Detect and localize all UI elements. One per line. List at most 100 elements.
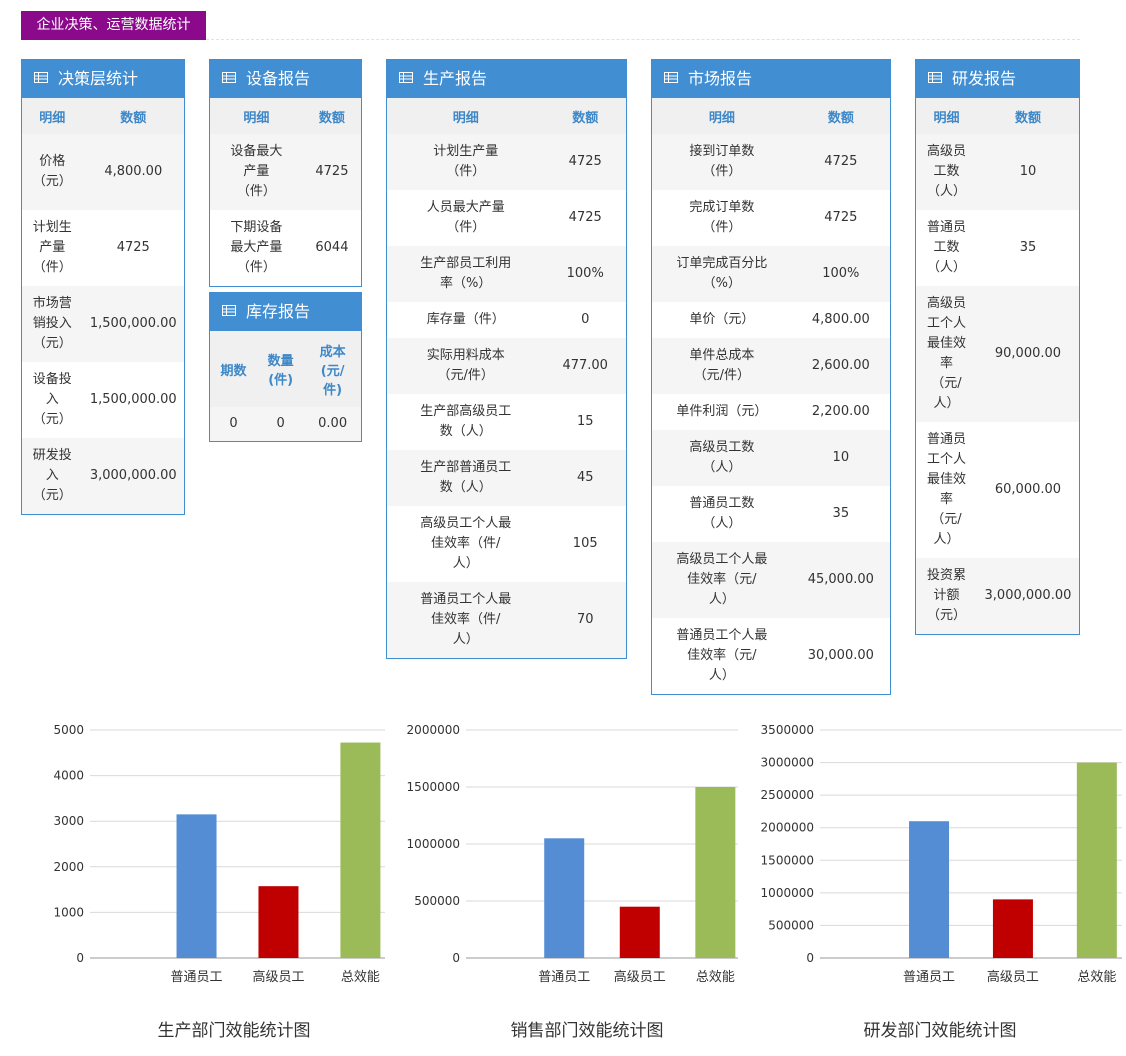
table-row: 高级员 工个人 最佳效率（元/人） 90,000.00 — [916, 286, 1079, 422]
y-tick-label: 0 — [806, 951, 814, 965]
table-row: 市场营 销投入 （元） 1,500,000.00 — [22, 286, 184, 362]
table-row: 人员最大产量 （件） 4725 — [387, 190, 626, 246]
x-tick-label: 高级员工 — [614, 969, 666, 985]
row-value: 10 — [791, 430, 890, 486]
table-row: 单件总成本 （元/件） 2,600.00 — [652, 338, 890, 394]
table-row: 高级员工个人最 佳效率（件/人） 105 — [387, 506, 626, 582]
y-tick-label: 3500000 — [761, 723, 814, 737]
row-value: 4,800.00 — [811, 312, 870, 327]
row-label: 完成订单数 （件） — [689, 200, 755, 235]
row-label: 人员最大产量 （件） — [426, 200, 505, 235]
table-header-row: 明细 数额 — [387, 98, 626, 134]
row-label: 投资累 计额 （元） — [916, 558, 977, 634]
row-value: 10 — [976, 134, 1079, 210]
table-row: 完成订单数 （件） 4725 — [652, 190, 890, 246]
row-label: 单价（元） — [689, 312, 755, 327]
row-label: 普通员工个人最 佳效率（件/人） — [387, 582, 545, 658]
row-value: 2,600.00 — [791, 338, 890, 394]
report-table: 明细 数额 高级员 工数 （人） 10 普通员 工数 （人） 35 高级员 工个人 最佳效率（元/人） 9… — [916, 98, 1079, 634]
table-row: 库存量（件） 0 — [387, 302, 626, 338]
chart-sales-efficiency: 0 500000 1000000 1500000 2000000 普通员工 高级员工 总效能 — [407, 723, 738, 985]
row-label: 高级员工个人最佳效率（元/人） — [652, 542, 792, 618]
panel-equipment-report: 设备报告 明细 数额 设备最大 产量 （件） 4725 下期设备 最大产量 （件） 6044 — [209, 59, 362, 287]
panel-header: 市场报告 — [652, 60, 890, 98]
row-value: 3,000,000.00 — [82, 438, 184, 514]
panel-header: 库存报告 — [210, 293, 361, 331]
table-row: 普通员工数（人） 35 — [652, 486, 890, 542]
panel-title: 市场报告 — [688, 69, 753, 88]
column-header: 明细 — [387, 98, 545, 134]
table-row: 普通员 工个人 最佳效率（元/人） 60,000.00 — [916, 422, 1079, 558]
table-row: 高级员工数（人）10 — [916, 134, 1079, 210]
column-header: 数量 (件) — [257, 331, 305, 407]
bar-1 — [909, 821, 950, 958]
chart-title-rd: 研发部门效能统计图 — [863, 1021, 1017, 1041]
table-header-row: 明细 数额 — [916, 98, 1079, 134]
row-value: 4725 — [791, 134, 890, 190]
x-tick-label: 普通员工 — [538, 970, 590, 985]
row-value: 1,500,000.00 — [89, 392, 177, 407]
bar-2 — [619, 906, 660, 958]
row-label: 计划生产量（件） — [387, 134, 545, 190]
panel-header: 设备报告 — [210, 60, 361, 98]
row-label: 订单完成百分比 （%） — [652, 246, 792, 302]
row-value: 45 — [544, 450, 626, 506]
y-tick-label: 500000 — [414, 894, 460, 908]
row-label: 高级员工个人最佳效率（元/人） — [916, 286, 977, 422]
row-label: 设备投入（元） — [32, 372, 72, 427]
row-value: 477.00 — [544, 338, 626, 394]
column-header: 数额 — [302, 98, 361, 134]
table-row: 单件利润（元） 2,200.00 — [652, 394, 890, 430]
row-label: 普通员工个人最佳效率（元/人） — [676, 628, 768, 683]
row-label: 研发投入（元） — [22, 438, 83, 514]
chart-title-sales: 销售部门效能统计图 — [510, 1021, 664, 1041]
row-label: 生产部员工利用 率（%） — [387, 246, 545, 302]
table-row: 生产部高级员工 数（人） 15 — [387, 394, 626, 450]
column-header: 期数 — [210, 331, 258, 407]
bar-3 — [1076, 762, 1117, 958]
row-value: 100% — [791, 246, 890, 302]
table-row: 实际用料成本 （元/件） 477.00 — [387, 338, 626, 394]
report-table: 明细 数额 接到订单数 （件） 4725 完成订单数 （件） 4725 订单完成百分比 （%） 10… — [652, 98, 890, 694]
x-tick-label: 高级员工 — [252, 969, 304, 985]
y-tick-label: 2000000 — [407, 723, 460, 737]
table-header-row: 期数 数量 (件) 成本 (元/件) — [210, 331, 361, 407]
y-tick-label: 2500000 — [761, 788, 814, 802]
x-tick-label: 总效能 — [696, 970, 735, 985]
page-title-tag: 企业决策、运营数据统计 — [21, 11, 206, 40]
row-label: 价格 （元） — [22, 134, 83, 210]
row-label: 市场营 销投入 （元） — [22, 286, 83, 362]
table-row: 0 0 0.00 — [210, 407, 361, 441]
row-label: 计划生产量（件） — [32, 220, 72, 275]
table-icon — [222, 293, 236, 330]
row-label: 生产部高级员工 数（人） — [420, 404, 512, 439]
table-icon — [928, 60, 942, 97]
row-value: 4725 — [568, 210, 602, 225]
panel-inventory-report: 库存报告 期数 数量 (件) 成本 (元/件) 0 0 0.00 — [209, 292, 362, 442]
table-row: 普通员工个人最 佳效率（元/人） 30,000.00 — [652, 618, 890, 694]
table-icon — [222, 60, 236, 97]
bar-1 — [544, 838, 585, 958]
column-header: 数额 — [791, 98, 890, 134]
table-row: 生产部员工利用 率（%） 100% — [387, 246, 626, 302]
column-header: 明细 — [210, 98, 303, 134]
row-label: 接到订单数 （件） — [652, 134, 792, 190]
row-value: 4725 — [302, 134, 361, 210]
report-table: 期数 数量 (件) 成本 (元/件) 0 0 0.00 — [210, 331, 361, 441]
y-tick-label: 1000000 — [761, 886, 814, 900]
row-value: 4725 — [824, 210, 858, 225]
bar-2 — [258, 886, 299, 958]
row-value: 70 — [544, 582, 626, 658]
panel-production-report: 生产报告 明细 数额 计划生产量 （件） 4725 人员最大产量 （件） 4725 生产部员工利用… — [386, 59, 627, 659]
x-tick-label: 普通员工 — [171, 970, 223, 985]
table-row: 投资累 计额 （元） 3,000,000.00 — [916, 558, 1079, 634]
bar-1 — [176, 814, 217, 958]
y-tick-label: 3000000 — [761, 756, 814, 770]
table-row: 普通员工数（人） 35 — [916, 210, 1079, 286]
divider — [206, 39, 1080, 40]
bar-3 — [340, 742, 381, 958]
y-tick-label: 1000000 — [407, 837, 460, 851]
table-row: 高级员工数（人）10 — [652, 430, 890, 486]
row-value: 4725 — [116, 240, 150, 255]
y-tick-label: 1500000 — [407, 780, 460, 794]
